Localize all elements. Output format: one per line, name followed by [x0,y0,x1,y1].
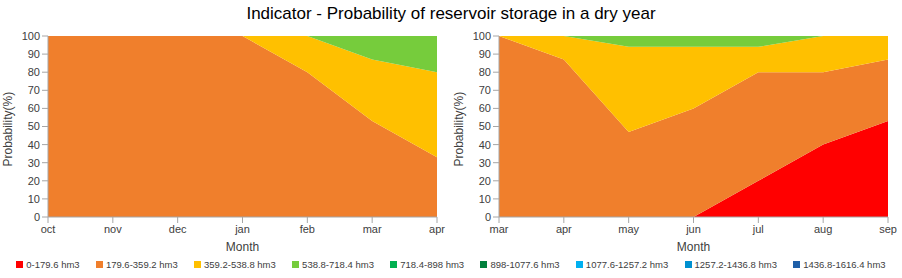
svg-text:50: 50 [479,120,491,132]
svg-text:dec: dec [169,223,187,235]
svg-text:100: 100 [473,30,491,42]
svg-text:60: 60 [28,102,40,114]
svg-text:Probability(%): Probability(%) [452,92,466,167]
svg-text:jan: jan [234,223,250,235]
html-text:538.8-718.4 hm3: 538.8-718.4 hm3 [302,258,374,270]
svg-text:jul: jul [752,223,764,235]
svg-text:40: 40 [28,139,40,151]
svg-text:60: 60 [479,102,491,114]
svg-text:90: 90 [28,48,40,60]
html-text:Indicator - Probability of res: Indicator - Probability of reservoir sto… [246,4,656,23]
svg-text:20: 20 [28,175,40,187]
html-text:359.2-538.8 hm3: 359.2-538.8 hm3 [204,258,276,270]
svg-text:10: 10 [28,193,40,205]
html-text:1436.8-1616.4 hm3: 1436.8-1616.4 hm3 [803,258,886,270]
svg-text:aug: aug [814,223,832,235]
svg-text:90: 90 [479,48,491,60]
svg-text:feb: feb [300,223,315,235]
svg-text:sep: sep [879,223,894,235]
svg-text:Month: Month [677,240,710,253]
html-text:1257.2-1436.8 hm3: 1257.2-1436.8 hm3 [694,258,777,270]
svg-text:mar: mar [490,223,509,235]
svg-text:apr: apr [556,223,572,235]
svg-text:30: 30 [28,157,40,169]
svg-text:80: 80 [28,66,40,78]
svg-text:70: 70 [479,84,491,96]
svg-text:Month: Month [226,240,259,253]
svg-text:20: 20 [479,175,491,187]
svg-text:100: 100 [22,30,40,42]
svg-text:70: 70 [28,84,40,96]
svg-text:may: may [618,223,639,235]
svg-text:nov: nov [104,223,122,235]
svg-text:80: 80 [479,66,491,78]
svg-text:oct: oct [41,223,56,235]
html-text:898-1077.6 hm3: 898-1077.6 hm3 [490,258,560,270]
svg-text:0: 0 [485,211,491,223]
svg-text:50: 50 [28,120,40,132]
html-text:718.4-898 hm3: 718.4-898 hm3 [400,258,465,270]
svg-text:40: 40 [479,139,491,151]
html-text:179.6-359.2 hm3: 179.6-359.2 hm3 [105,258,178,270]
svg-text:Probability(%): Probability(%) [8,92,15,167]
svg-text:0: 0 [34,211,40,223]
svg-text:mar: mar [363,223,382,235]
svg-text:apr: apr [429,223,445,235]
svg-text:jun: jun [685,223,701,235]
svg-text:30: 30 [479,157,491,169]
html-text:0-179.6 hm3: 0-179.6 hm3 [26,258,80,270]
html-text:1077.6-1257.2 hm3: 1077.6-1257.2 hm3 [585,258,669,270]
svg-text:10: 10 [479,193,491,205]
